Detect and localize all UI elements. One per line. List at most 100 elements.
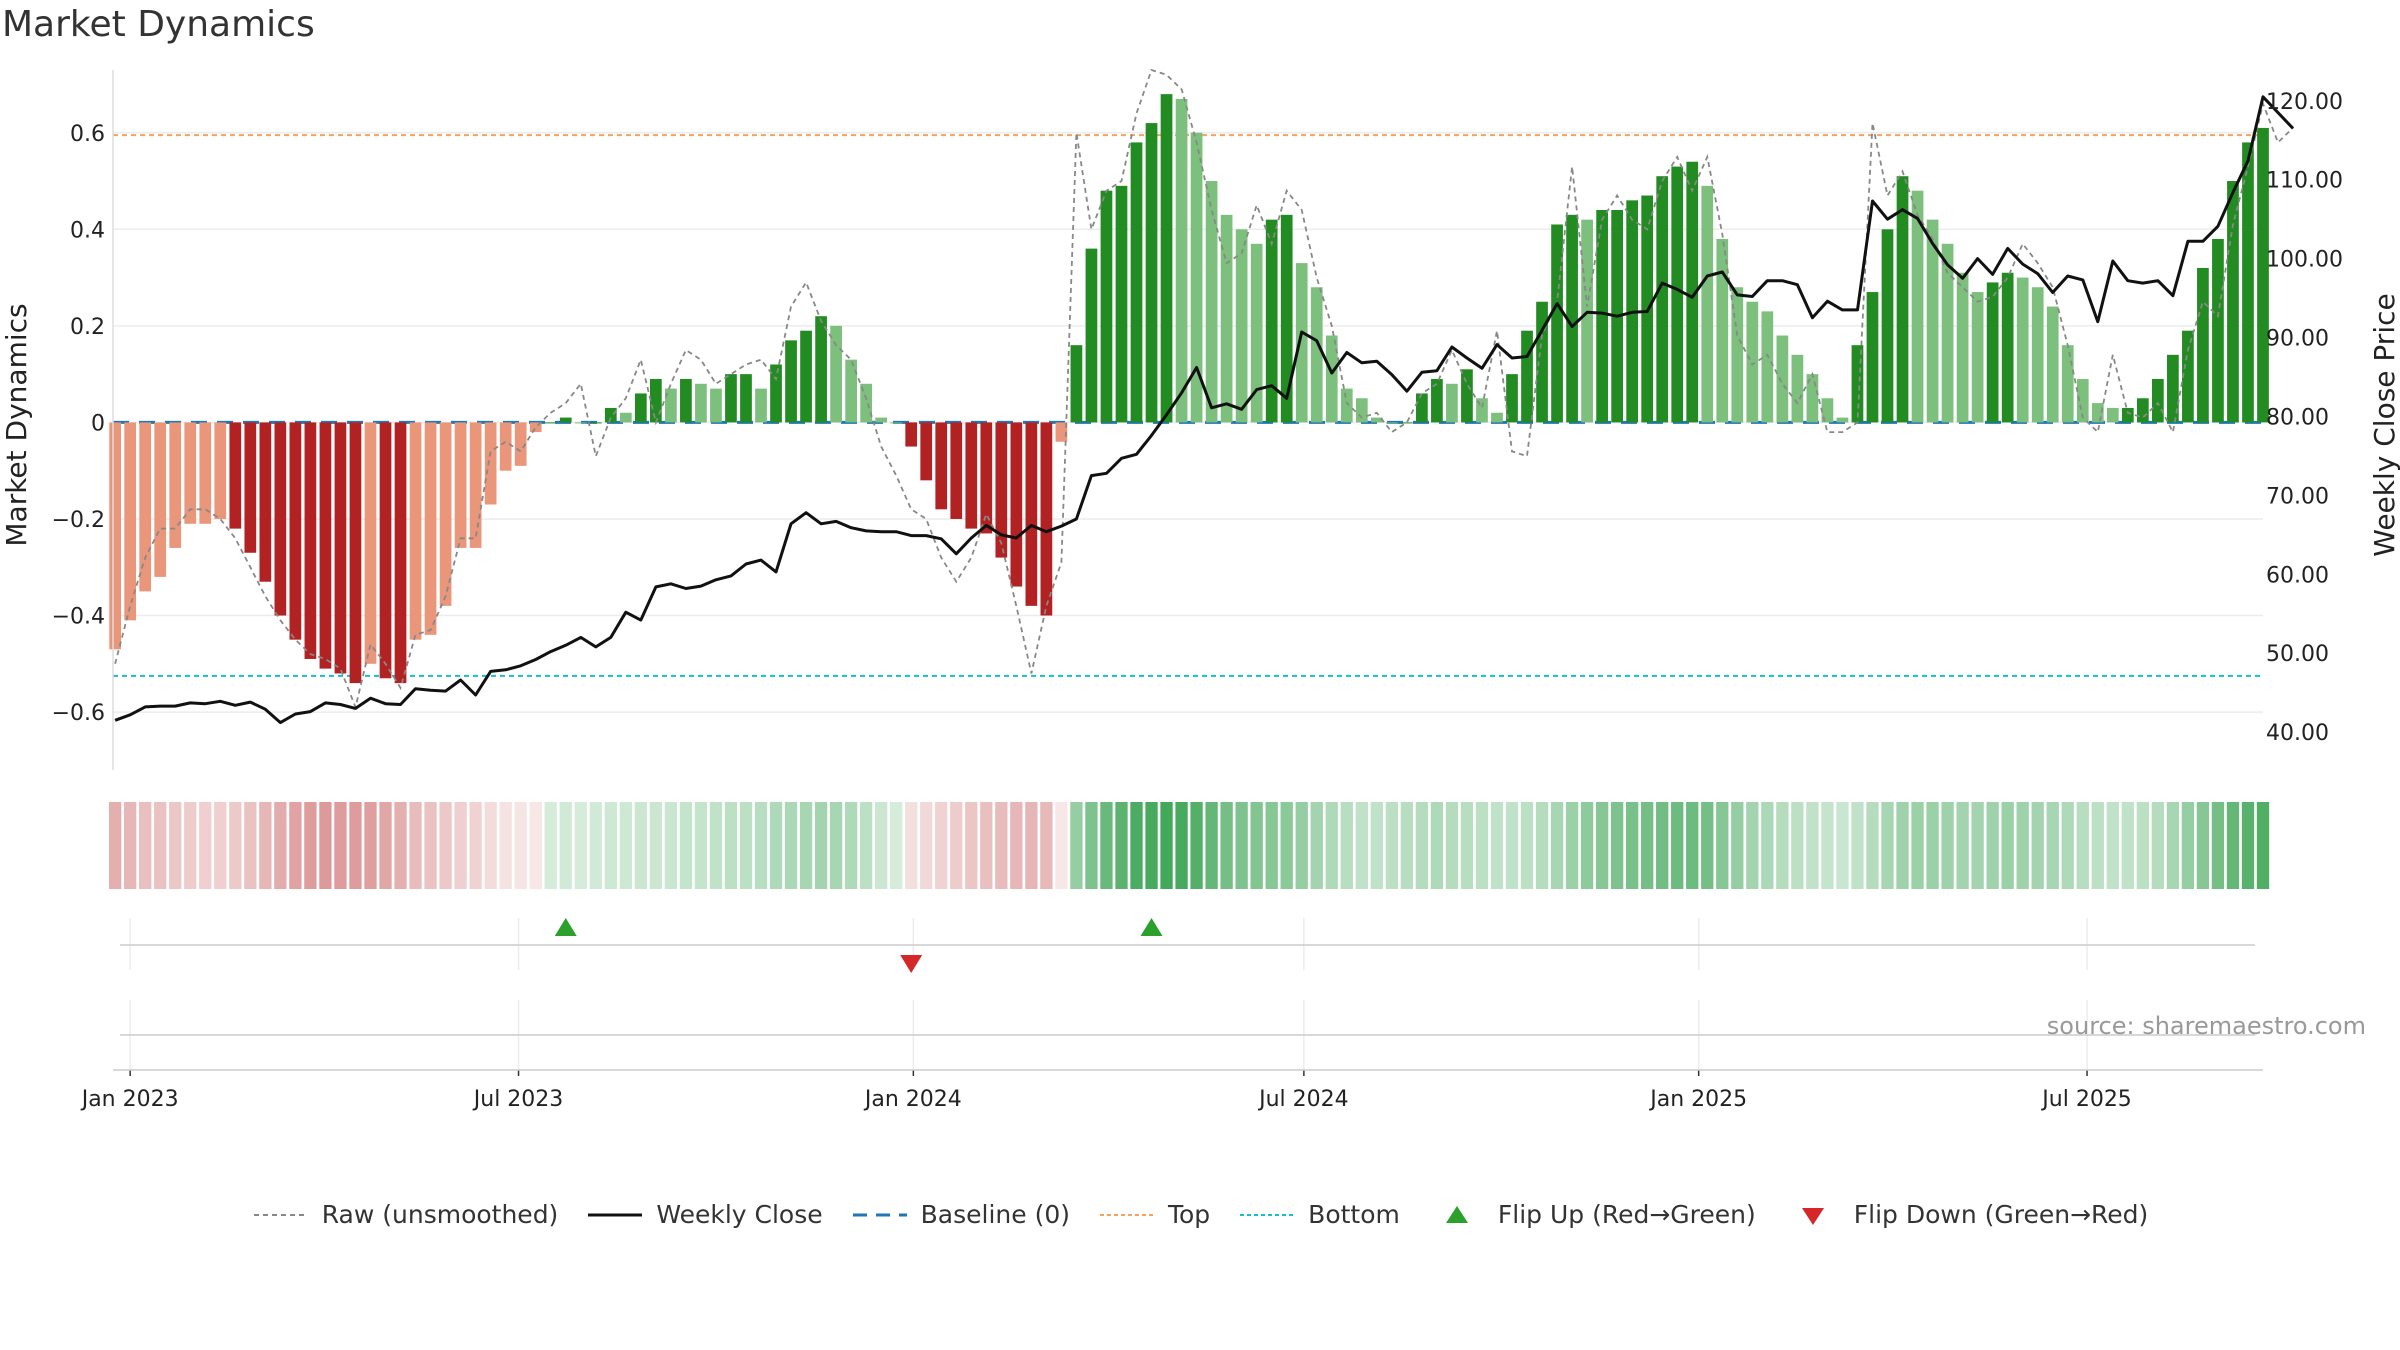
dynamics-bar [740,374,752,423]
dynamics-bar [139,422,152,592]
dynamics-bar [905,422,918,447]
y2-tick-label: 110.00 [2266,169,2343,194]
heat-cell [1070,802,1083,889]
heat-cell [1836,802,1849,889]
dynamics-bar [109,422,122,650]
heat-cell [334,802,347,889]
heat-cell [1550,802,1564,889]
heat-cell [439,802,452,889]
dynamics-bar [1280,214,1293,423]
heat-cell [1791,802,1804,889]
heat-cell [1370,802,1383,889]
heat-cell [2256,802,2270,889]
legend-label-flip-up: Flip Up (Red→Green) [1497,1200,1756,1229]
dynamics-bar [1325,335,1338,423]
heat-cell [154,802,167,889]
heat-cell [1190,802,1203,889]
heat-cell [920,802,933,889]
heat-cell [1956,802,1969,889]
dynamics-bar [1160,94,1173,423]
dynamics-bar [1115,185,1128,423]
dynamics-bar [845,359,857,423]
dynamics-bar [800,330,812,423]
heat-cell [619,802,632,889]
heat-cell [214,802,227,889]
heat-cell [169,802,182,889]
y-tick-label: −0.6 [52,701,105,726]
dynamics-bar [589,422,602,424]
heat-cell [604,802,617,889]
heat-cell [319,802,332,889]
heat-cell [995,802,1008,889]
legend-swatch-flip-up [1428,1203,1486,1227]
dynamics-bar [1701,185,1714,423]
heat-cell [649,802,663,889]
legend-swatch-flip-down [1784,1203,1842,1227]
heat-cell [1716,802,1729,889]
heat-cell [1325,802,1338,889]
heat-cell [829,802,843,889]
dynamics-bar [2046,306,2059,423]
y-tick-label: −0.2 [52,508,105,533]
dynamics-bar [2106,407,2119,423]
legend-item-flip-up: Flip Up (Red→Green) [1428,1200,1756,1229]
dynamics-bar [1791,354,1804,423]
dynamics-bar [364,422,377,664]
heat-cell [499,802,512,889]
dynamics-bar [875,417,888,423]
heat-cell [469,802,482,889]
dynamics-bar [1686,161,1699,423]
heat-cell [1205,802,1218,889]
y2-tick-label: 40.00 [2266,721,2329,746]
dynamics-bar [1986,282,1999,423]
dynamics-bar [1656,176,1669,423]
heat-cell [1761,802,1774,889]
heat-cell [2016,802,2029,889]
dynamics-bar [935,422,948,510]
heat-cell [1160,802,1173,889]
dynamics-bar [1250,243,1263,423]
heat-cell [1565,802,1579,889]
dynamics-bar [2136,398,2149,423]
heat-cell [424,802,437,889]
dynamics-bar [319,422,332,669]
dynamics-bar [1040,422,1053,616]
legend: Raw (unsmoothed) Weekly Close Baseline (… [0,1200,2400,1229]
weekly-close-line [114,95,2295,725]
heat-cell [364,802,377,889]
y2-tick-label: 80.00 [2266,405,2329,430]
dynamics-bar [1295,263,1308,423]
dynamics-bar [1926,219,1939,423]
dynamics-bar [1971,292,1984,423]
x-tick-label: Jul 2023 [472,1087,564,1112]
y-tick-label: 0.6 [70,122,105,147]
legend-label-top: Top [1167,1200,1211,1229]
heat-cell [1295,802,1308,889]
heat-cell [1265,802,1278,889]
heat-cell [1911,802,1924,889]
heat-cell [739,802,753,889]
dynamics-bar [259,422,272,582]
heat-cell [289,802,302,889]
heat-cell [1896,802,1909,889]
dynamics-bar [499,422,512,471]
dynamics-bar [1941,243,1954,423]
heat-cell [1055,802,1068,889]
heat-cell [1746,802,1759,889]
dynamics-bar [2121,407,2134,423]
heat-cell [349,802,362,889]
heat-cell [1986,802,1999,889]
heat-cell [1580,802,1594,889]
dynamics-bar [1070,345,1083,423]
heat-cell [2076,802,2089,889]
dynamics-bar [1265,219,1278,423]
dynamics-bar [1446,383,1458,423]
heat-cell [664,802,678,889]
dynamics-bar [950,422,963,519]
dynamics-bar [2167,354,2179,423]
dynamics-bar [2182,330,2194,423]
dynamics-bar [995,422,1008,558]
heat-cell [124,802,137,889]
dynamics-bar [469,422,482,548]
